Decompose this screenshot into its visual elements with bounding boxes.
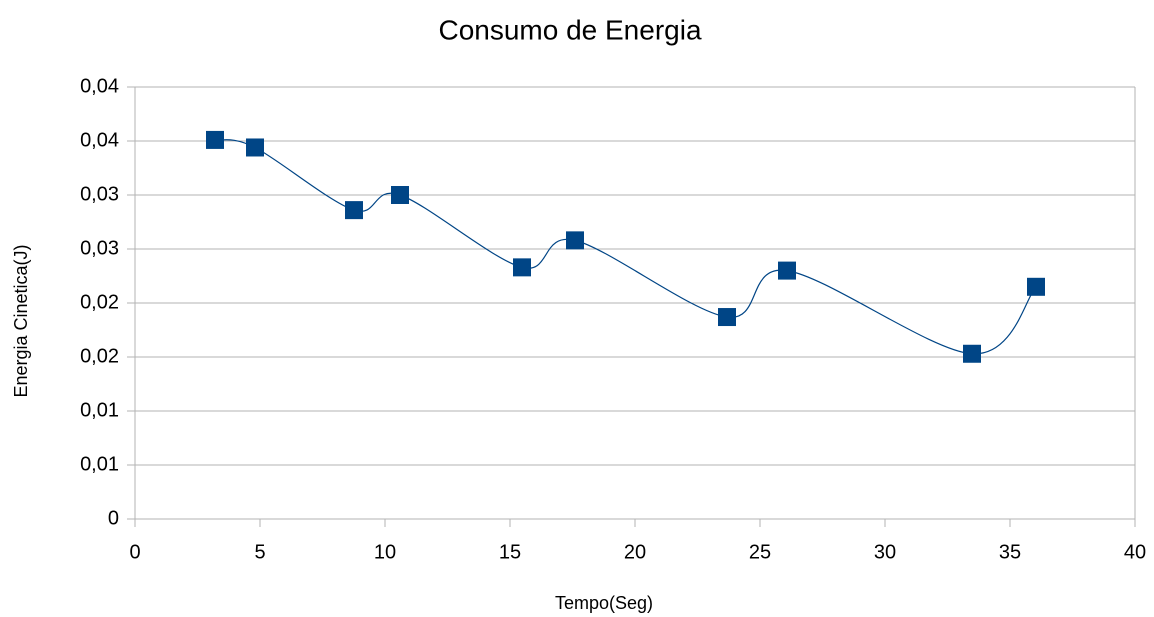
y-tick-label: 0,04 [80, 129, 119, 151]
x-tick-label: 30 [874, 541, 896, 563]
chart-title: Consumo de Energia [438, 14, 701, 45]
x-tick-label: 40 [1124, 541, 1146, 563]
point [391, 186, 409, 204]
point [718, 308, 736, 327]
x-tick-label: 5 [254, 541, 265, 563]
point [778, 261, 796, 280]
y-tick-label: 0,01 [80, 399, 119, 421]
y-tick-label: 0,02 [80, 345, 119, 367]
trend-line [214, 139, 1037, 355]
point [566, 231, 584, 250]
y-tick-label: 0 [108, 507, 119, 529]
y-tick-label: 0,01 [80, 453, 119, 475]
x-tick-label: 15 [499, 541, 521, 563]
x-tick-label: 25 [749, 541, 771, 563]
y-axis-title: Energia Cinetica(J) [11, 244, 31, 397]
y-tick-label: 0,02 [80, 291, 119, 313]
y-tick-label: 0,03 [80, 183, 119, 205]
x-tick-label: 35 [999, 541, 1021, 563]
x-axis-title: Tempo(Seg) [555, 593, 653, 613]
y-tick-label: 0,04 [80, 75, 119, 97]
y-tick-label: 0,03 [80, 237, 119, 259]
x-tick-label: 10 [374, 541, 396, 563]
point [513, 258, 531, 277]
point [963, 344, 981, 363]
x-tick-label: 20 [624, 541, 646, 563]
point [246, 138, 264, 157]
point [345, 201, 363, 220]
x-tick-label: 0 [129, 541, 140, 563]
point [206, 130, 224, 149]
point [1027, 277, 1045, 296]
